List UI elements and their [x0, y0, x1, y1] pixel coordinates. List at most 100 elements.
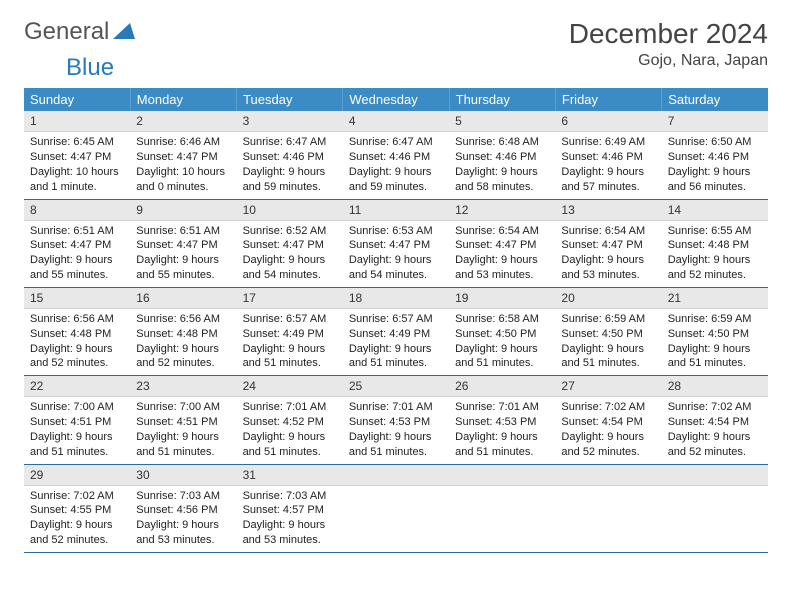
day-number: 30 [130, 465, 236, 486]
calendar-cell: 1Sunrise: 6:45 AMSunset: 4:47 PMDaylight… [24, 111, 130, 199]
day-detail: Sunrise: 6:46 AMSunset: 4:47 PMDaylight:… [130, 132, 236, 198]
day-detail: Sunrise: 7:03 AMSunset: 4:56 PMDaylight:… [130, 486, 236, 552]
calendar-cell: 18Sunrise: 6:57 AMSunset: 4:49 PMDayligh… [343, 287, 449, 375]
day-number: 16 [130, 288, 236, 309]
day-number: 3 [237, 111, 343, 132]
daylight-line: Daylight: 9 hours and 53 minutes. [455, 253, 549, 283]
sunset-line: Sunset: 4:54 PM [668, 415, 762, 430]
day-number: 8 [24, 200, 130, 221]
calendar-cell: 15Sunrise: 6:56 AMSunset: 4:48 PMDayligh… [24, 287, 130, 375]
sunrise-line: Sunrise: 6:49 AM [561, 135, 655, 150]
day-number-empty [555, 465, 661, 486]
calendar-cell: 12Sunrise: 6:54 AMSunset: 4:47 PMDayligh… [449, 199, 555, 287]
day-detail: Sunrise: 7:02 AMSunset: 4:54 PMDaylight:… [662, 397, 768, 463]
daylight-line: Daylight: 9 hours and 52 minutes. [668, 430, 762, 460]
day-detail: Sunrise: 6:54 AMSunset: 4:47 PMDaylight:… [555, 221, 661, 287]
day-detail: Sunrise: 6:47 AMSunset: 4:46 PMDaylight:… [237, 132, 343, 198]
daylight-line: Daylight: 9 hours and 52 minutes. [30, 342, 124, 372]
sunset-line: Sunset: 4:52 PM [243, 415, 337, 430]
day-detail: Sunrise: 6:51 AMSunset: 4:47 PMDaylight:… [130, 221, 236, 287]
day-detail: Sunrise: 7:02 AMSunset: 4:55 PMDaylight:… [24, 486, 130, 552]
daylight-line: Daylight: 9 hours and 51 minutes. [561, 342, 655, 372]
location-text: Gojo, Nara, Japan [569, 52, 768, 70]
day-number: 20 [555, 288, 661, 309]
sunset-line: Sunset: 4:47 PM [30, 238, 124, 253]
logo: General [24, 18, 137, 46]
sunset-line: Sunset: 4:48 PM [136, 327, 230, 342]
day-detail: Sunrise: 6:48 AMSunset: 4:46 PMDaylight:… [449, 132, 555, 198]
day-number: 29 [24, 465, 130, 486]
day-number: 11 [343, 200, 449, 221]
sunrise-line: Sunrise: 6:54 AM [561, 224, 655, 239]
weekday-header: Monday [130, 88, 236, 111]
day-number: 5 [449, 111, 555, 132]
day-detail: Sunrise: 6:52 AMSunset: 4:47 PMDaylight:… [237, 221, 343, 287]
daylight-line: Daylight: 10 hours and 1 minute. [30, 165, 124, 195]
day-detail: Sunrise: 6:57 AMSunset: 4:49 PMDaylight:… [237, 309, 343, 375]
sunrise-line: Sunrise: 6:47 AM [349, 135, 443, 150]
day-detail: Sunrise: 7:00 AMSunset: 4:51 PMDaylight:… [24, 397, 130, 463]
calendar-cell: 7Sunrise: 6:50 AMSunset: 4:46 PMDaylight… [662, 111, 768, 199]
calendar-cell: 9Sunrise: 6:51 AMSunset: 4:47 PMDaylight… [130, 199, 236, 287]
calendar-cell: 28Sunrise: 7:02 AMSunset: 4:54 PMDayligh… [662, 376, 768, 464]
calendar-cell: 4Sunrise: 6:47 AMSunset: 4:46 PMDaylight… [343, 111, 449, 199]
sunrise-line: Sunrise: 7:00 AM [136, 400, 230, 415]
calendar-cell: 21Sunrise: 6:59 AMSunset: 4:50 PMDayligh… [662, 287, 768, 375]
sunset-line: Sunset: 4:50 PM [455, 327, 549, 342]
sunset-line: Sunset: 4:47 PM [136, 150, 230, 165]
calendar-cell: 23Sunrise: 7:00 AMSunset: 4:51 PMDayligh… [130, 376, 236, 464]
calendar-cell: 26Sunrise: 7:01 AMSunset: 4:53 PMDayligh… [449, 376, 555, 464]
weekday-header: Sunday [24, 88, 130, 111]
sunset-line: Sunset: 4:56 PM [136, 503, 230, 518]
sunset-line: Sunset: 4:47 PM [136, 238, 230, 253]
sunset-line: Sunset: 4:51 PM [136, 415, 230, 430]
day-number: 23 [130, 376, 236, 397]
calendar-cell: 2Sunrise: 6:46 AMSunset: 4:47 PMDaylight… [130, 111, 236, 199]
sunrise-line: Sunrise: 6:59 AM [561, 312, 655, 327]
sunrise-line: Sunrise: 6:57 AM [243, 312, 337, 327]
day-number-empty [343, 465, 449, 486]
sunset-line: Sunset: 4:47 PM [30, 150, 124, 165]
calendar-cell: 13Sunrise: 6:54 AMSunset: 4:47 PMDayligh… [555, 199, 661, 287]
day-detail: Sunrise: 6:58 AMSunset: 4:50 PMDaylight:… [449, 309, 555, 375]
day-number: 9 [130, 200, 236, 221]
day-number: 6 [555, 111, 661, 132]
daylight-line: Daylight: 9 hours and 55 minutes. [30, 253, 124, 283]
daylight-line: Daylight: 9 hours and 52 minutes. [561, 430, 655, 460]
sunset-line: Sunset: 4:47 PM [561, 238, 655, 253]
day-number: 27 [555, 376, 661, 397]
day-detail: Sunrise: 6:45 AMSunset: 4:47 PMDaylight:… [24, 132, 130, 198]
calendar-cell: 30Sunrise: 7:03 AMSunset: 4:56 PMDayligh… [130, 464, 236, 552]
logo-text-general: General [24, 18, 109, 46]
calendar-cell: 11Sunrise: 6:53 AMSunset: 4:47 PMDayligh… [343, 199, 449, 287]
daylight-line: Daylight: 9 hours and 59 minutes. [349, 165, 443, 195]
sunrise-line: Sunrise: 7:02 AM [668, 400, 762, 415]
calendar-row: 29Sunrise: 7:02 AMSunset: 4:55 PMDayligh… [24, 464, 768, 552]
sunrise-line: Sunrise: 7:01 AM [243, 400, 337, 415]
calendar-cell: 16Sunrise: 6:56 AMSunset: 4:48 PMDayligh… [130, 287, 236, 375]
sunset-line: Sunset: 4:57 PM [243, 503, 337, 518]
sunset-line: Sunset: 4:48 PM [30, 327, 124, 342]
calendar-cell: 6Sunrise: 6:49 AMSunset: 4:46 PMDaylight… [555, 111, 661, 199]
day-detail: Sunrise: 7:02 AMSunset: 4:54 PMDaylight:… [555, 397, 661, 463]
sunset-line: Sunset: 4:46 PM [668, 150, 762, 165]
daylight-line: Daylight: 9 hours and 52 minutes. [136, 342, 230, 372]
day-number-empty [662, 465, 768, 486]
day-number: 22 [24, 376, 130, 397]
day-number-empty [449, 465, 555, 486]
calendar-cell: 14Sunrise: 6:55 AMSunset: 4:48 PMDayligh… [662, 199, 768, 287]
sunset-line: Sunset: 4:48 PM [668, 238, 762, 253]
daylight-line: Daylight: 9 hours and 55 minutes. [136, 253, 230, 283]
sunrise-line: Sunrise: 6:52 AM [243, 224, 337, 239]
sunset-line: Sunset: 4:50 PM [668, 327, 762, 342]
day-number: 19 [449, 288, 555, 309]
day-detail: Sunrise: 6:53 AMSunset: 4:47 PMDaylight:… [343, 221, 449, 287]
daylight-line: Daylight: 9 hours and 58 minutes. [455, 165, 549, 195]
day-number: 21 [662, 288, 768, 309]
day-number: 14 [662, 200, 768, 221]
month-title: December 2024 [569, 18, 768, 50]
logo-text-blue: Blue [66, 54, 114, 81]
day-detail: Sunrise: 6:49 AMSunset: 4:46 PMDaylight:… [555, 132, 661, 198]
calendar-table: Sunday Monday Tuesday Wednesday Thursday… [24, 88, 768, 553]
daylight-line: Daylight: 9 hours and 51 minutes. [455, 342, 549, 372]
